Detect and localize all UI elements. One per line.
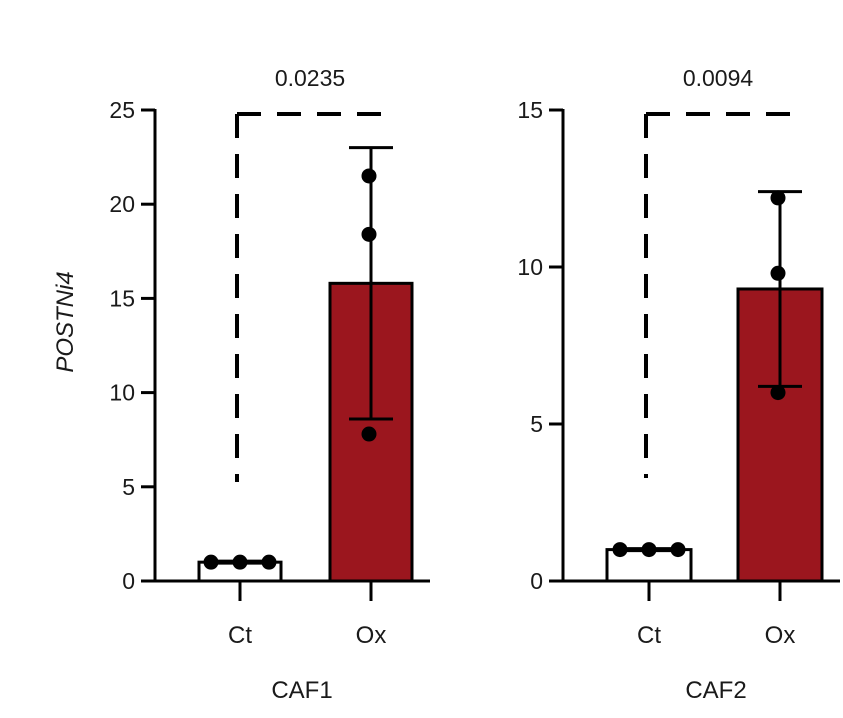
p-value-label: 0.0094 <box>683 65 754 91</box>
y-tick-label: 0 <box>122 568 135 594</box>
x-tick-label: Ox <box>356 622 387 649</box>
y-tick-label: 20 <box>109 191 135 217</box>
data-point <box>641 542 657 558</box>
y-tick-label: 5 <box>122 474 135 500</box>
x-tick-label: Ox <box>765 622 796 649</box>
data-point <box>361 426 377 442</box>
y-tick-label: 15 <box>109 285 135 311</box>
y-tick-label: 0 <box>530 568 543 594</box>
data-point <box>670 542 686 558</box>
p-value-label: 0.0235 <box>275 65 345 91</box>
panel-caf1: 0.0235 CAF1 0 5 10 15 20 25 Ct Ox <box>109 65 430 704</box>
y-tick-label: 10 <box>517 254 543 280</box>
y-tick-label: 10 <box>109 380 135 406</box>
data-point <box>770 190 786 206</box>
x-tick-label: Ct <box>637 622 661 649</box>
x-axis-title: CAF1 <box>271 677 332 704</box>
data-point <box>203 554 219 570</box>
data-point <box>612 542 628 558</box>
data-point <box>361 226 377 242</box>
data-point <box>770 265 786 281</box>
data-point <box>261 554 277 570</box>
data-point <box>361 168 377 184</box>
y-tick-label: 5 <box>530 411 543 437</box>
data-point <box>232 554 248 570</box>
y-axis-title: POSTNi4 <box>52 271 79 372</box>
x-axis-title: CAF2 <box>685 677 746 704</box>
data-point <box>770 385 786 401</box>
x-tick-label: Ct <box>228 622 252 649</box>
y-tick-label: 15 <box>517 97 543 123</box>
y-tick-label: 25 <box>109 97 135 123</box>
panel-caf2: 0.0094 CAF2 0 5 10 15 Ct Ox <box>517 65 840 704</box>
